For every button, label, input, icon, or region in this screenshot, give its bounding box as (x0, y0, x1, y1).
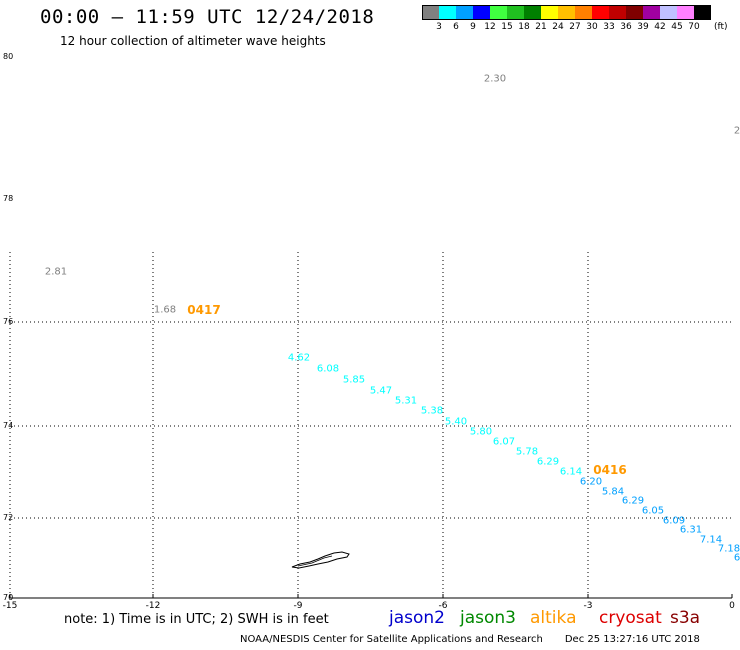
legend-tick-label: 21 (535, 22, 547, 32)
wave-height-value: 5.78 (515, 446, 539, 458)
map-title: 00:00 – 11:59 UTC 12/24/2018 (40, 6, 375, 28)
wave-height-value: 7.18 (717, 543, 740, 555)
map-subtitle: 12 hour collection of altimeter wave hei… (60, 34, 326, 48)
legend-swatch (507, 5, 524, 20)
wave-height-value: 6.29 (621, 495, 645, 507)
land-outline-jan-mayen (291, 551, 350, 569)
legend-tick-label: 6 (453, 22, 459, 32)
legend-unit: (ft) (714, 22, 728, 32)
legend-swatch (541, 5, 558, 20)
satellite-name-jason2: jason2 (389, 608, 445, 628)
legend-swatch (626, 5, 643, 20)
wave-height-value: 6.08 (316, 363, 340, 375)
legend-tick-label: 39 (637, 22, 649, 32)
satellite-name-altika: altika (530, 608, 577, 628)
wave-height-value: 5.40 (444, 416, 468, 428)
legend-tick-label: 24 (552, 22, 564, 32)
longitude-label: -12 (145, 601, 161, 611)
longitude-label: -6 (438, 601, 448, 611)
legend-tick-label: 45 (671, 22, 683, 32)
legend-tick-label: 30 (586, 22, 598, 32)
wave-height-value: 6 (733, 552, 740, 564)
latitude-label: 72 (3, 513, 14, 522)
legend-swatch (643, 5, 660, 20)
longitude-label: 0 (729, 601, 735, 611)
legend-tick-label: 18 (518, 22, 530, 32)
wave-height-value: 4.62 (287, 352, 311, 364)
credit-agency: NOAA/NESDIS Center for Satellite Applica… (240, 634, 543, 645)
wave-height-value: 6.09 (662, 515, 686, 527)
legend-swatch (677, 5, 694, 20)
legend-swatch (490, 5, 507, 20)
color-scale-legend: 3 6 9 12 15 18 21 24 27 30 33 36 39 42 45 70 (ft) (422, 5, 728, 35)
legend-swatch (592, 5, 609, 20)
wave-height-value: 7.14 (699, 534, 723, 546)
legend-tick-label: 27 (569, 22, 581, 32)
legend-tick-label: 33 (603, 22, 615, 32)
wave-height-value: 6.29 (536, 456, 560, 468)
latitude-label: 74 (3, 421, 14, 430)
legend-tick-label: 70 (688, 22, 700, 32)
graticule (9, 252, 733, 599)
legend-tick-label: 12 (484, 22, 496, 32)
legend-swatch (609, 5, 626, 20)
satellite-name-s3a: s3a (670, 608, 701, 628)
legend-swatch (558, 5, 575, 20)
satellite-name-cryosat: cryosat (599, 608, 662, 628)
pass-time-label: 0417 (187, 303, 221, 317)
wave-height-value: 5.31 (394, 395, 418, 407)
legend-swatch (456, 5, 473, 20)
wave-height-value: 5.84 (601, 486, 625, 498)
legend-swatch (422, 5, 439, 20)
wave-height-value: 6.05 (641, 505, 665, 517)
wave-height-value: 2.30 (483, 73, 507, 85)
longitude-label: -15 (2, 601, 18, 611)
wave-height-value: 6.14 (559, 466, 583, 478)
longitude-label: -9 (293, 601, 303, 611)
wave-height-value: 1.68 (153, 304, 177, 316)
latitude-label: 70 (3, 593, 14, 602)
credit-timestamp: Dec 25 13:27:16 UTC 2018 (564, 634, 700, 645)
legend-tick-label: 9 (470, 22, 476, 32)
wave-height-value: 5.47 (369, 385, 393, 397)
legend-swatch (660, 5, 677, 20)
longitude-label: -3 (583, 601, 593, 611)
wave-height-value: 2.81 (44, 266, 68, 278)
legend-swatch (439, 5, 456, 20)
legend-swatch (694, 5, 711, 20)
latitude-label: 76 (3, 317, 14, 326)
wave-height-value: 5.80 (469, 426, 493, 438)
land-outline-jan-mayen-inner (297, 555, 333, 567)
wave-height-value: 6.07 (492, 436, 516, 448)
wave-height-value: 2 (733, 125, 740, 137)
legend-swatch (575, 5, 592, 20)
wave-height-value: 5.38 (420, 405, 444, 417)
legend-tick-label: 3 (436, 22, 442, 32)
pass-time-label: 0416 (593, 463, 627, 477)
latitude-label: 78 (3, 194, 14, 203)
wave-height-value: 5.85 (342, 374, 366, 386)
legend-tick-label: 36 (620, 22, 632, 32)
satellite-name-jason3: jason3 (460, 608, 516, 628)
legend-frame (422, 5, 711, 20)
credit-line: NOAA/NESDIS Center for Satellite Applica… (240, 634, 700, 645)
legend-swatch (524, 5, 541, 20)
footer-note: note: 1) Time is in UTC; 2) SWH is in fe… (64, 612, 329, 627)
latitude-label: 80 (3, 52, 14, 61)
legend-swatch (473, 5, 490, 20)
legend-tick-label: 15 (501, 22, 513, 32)
wave-height-value: 6.20 (579, 476, 603, 488)
wave-height-value: 6.31 (679, 524, 703, 536)
legend-tick-label: 42 (654, 22, 666, 32)
